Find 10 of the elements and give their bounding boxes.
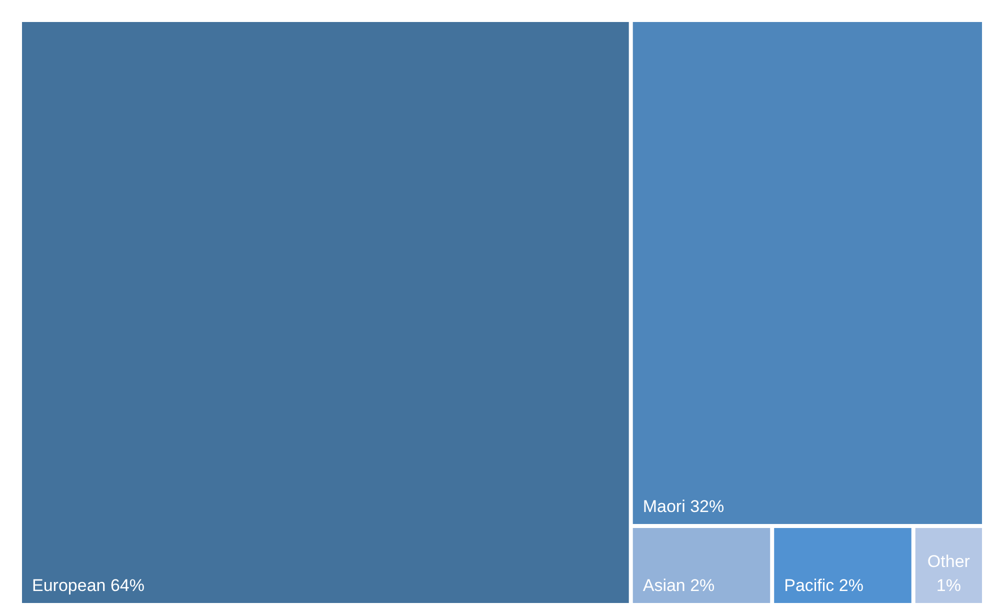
data-label: 2% [838,576,864,595]
category-label: Other [927,552,970,571]
data-label: 32% [690,496,724,516]
data-label: 2% [690,576,715,595]
category-label: European [32,576,106,595]
data-label: 1% [936,576,961,595]
category-label: Maori [642,496,686,516]
category-label: Pacific [784,576,835,595]
data-label: 64% [110,576,144,595]
category-label: Asian [642,576,686,595]
